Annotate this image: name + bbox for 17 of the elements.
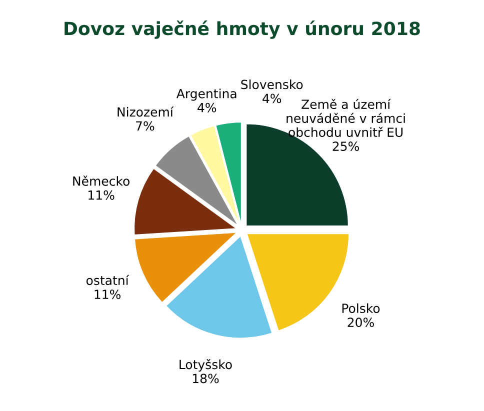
slice-label: Nizozemí	[118, 106, 174, 117]
data-label: 18%	[192, 374, 219, 384]
slice-label: Argentina	[176, 88, 236, 101]
data-label: 25%	[332, 142, 359, 151]
data-label: 11%	[94, 290, 120, 300]
slice-label: ostatní	[86, 274, 130, 286]
slice-label: Slovensko	[241, 79, 303, 90]
data-label: 11%	[88, 190, 114, 200]
slice-label: Země a území neuváděné v rámci obchodu uvnitř EU	[286, 98, 405, 137]
slice-label: Polsko	[342, 303, 380, 314]
slice-label: Německo	[73, 176, 130, 186]
slice-label: Lotyšsko	[180, 359, 232, 372]
data-label: 7%	[136, 121, 154, 131]
data-label: 4%	[198, 102, 216, 112]
data-label: 20%	[348, 318, 374, 328]
data-label: 4%	[262, 94, 282, 104]
chart-title: Dovoz vaječné hmoty v únoru 2018	[64, 20, 420, 39]
